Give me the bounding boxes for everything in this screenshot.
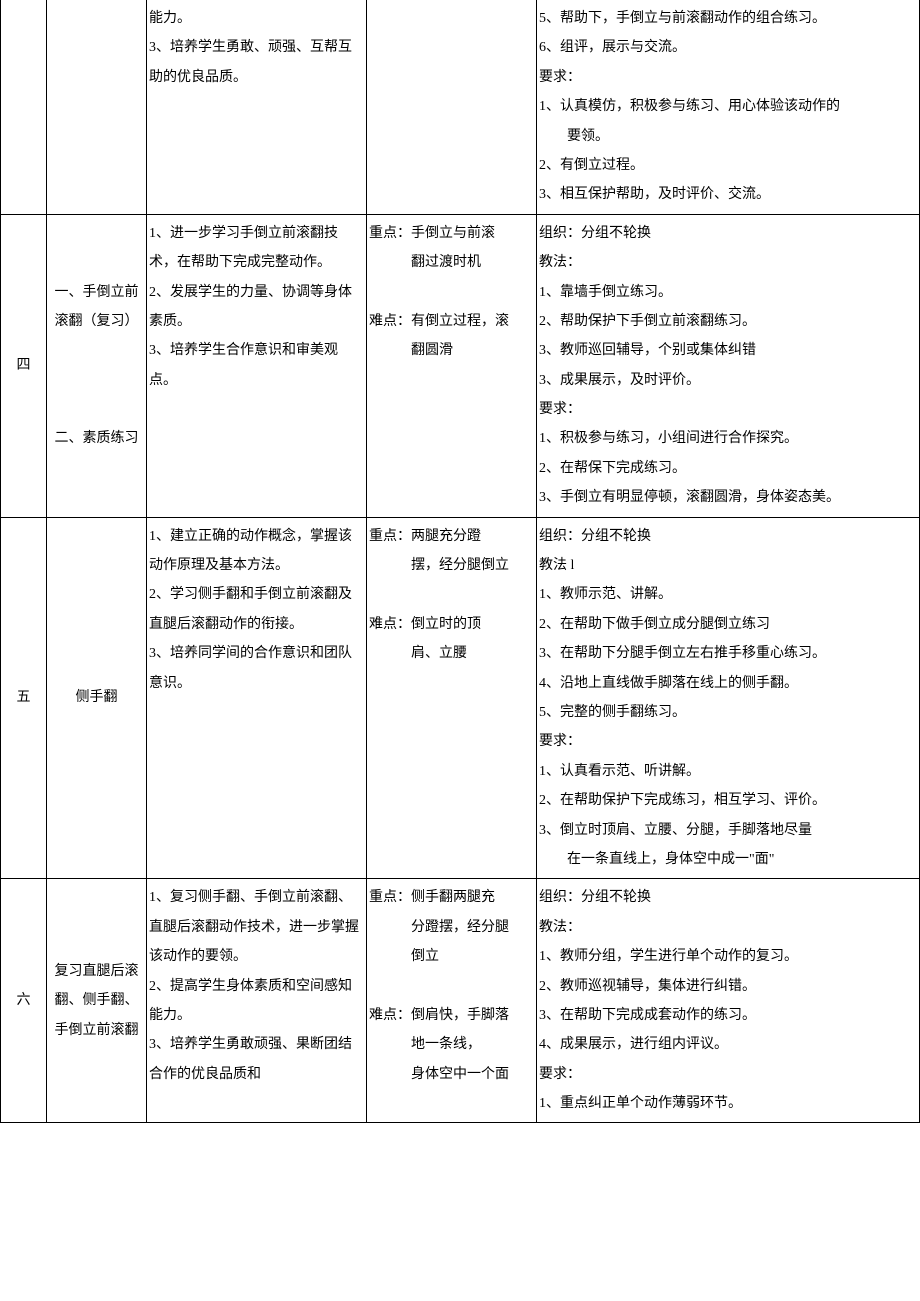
text-line: 3、相互保护帮助，及时评价、交流。 — [539, 180, 917, 209]
lesson-objectives: 1、建立正确的动作概念，掌握该动作原理及基本方法。2、学习侧手翻和手倒立前滚翻及… — [147, 517, 367, 879]
text-line: 身体空中一个面 — [369, 1060, 534, 1089]
text-line: 重点：侧手翻两腿充 — [369, 883, 534, 912]
text-line: 难点：有倒立过程，滚 — [369, 307, 534, 336]
text-line: 2、在帮保下完成练习。 — [539, 454, 917, 483]
text-line: 要求： — [539, 395, 917, 424]
text-line: 重点：两腿充分蹬 — [369, 522, 534, 551]
table-row: 五侧手翻1、建立正确的动作概念，掌握该动作原理及基本方法。2、学习侧手翻和手倒立… — [1, 517, 920, 879]
lesson-plan-table: 能力。3、培养学生勇敢、顽强、互帮互助的优良品质。 5、帮助下，手倒立与前滚翻动… — [0, 0, 920, 1123]
text-line: 2、有倒立过程。 — [539, 151, 917, 180]
key-points: 重点：两腿充分蹬 摆，经分腿倒立 难点：倒立时的顶 肩、立腰 — [367, 517, 537, 879]
text-line: 翻过渡时机 — [369, 248, 534, 277]
text-line: 6、组评，展示与交流。 — [539, 33, 917, 62]
key-points: 重点：手倒立与前滚 翻过渡时机 难点：有倒立过程，滚 翻圆滑 — [367, 214, 537, 517]
text-line — [369, 580, 534, 609]
text-line: 在一条直线上，身体空中成一"面" — [539, 845, 917, 874]
methods-requirements: 组织：分组不轮换教法：1、靠墙手倒立练习。2、帮助保护下手倒立前滚翻练习。3、教… — [537, 214, 920, 517]
text-line: 要求： — [539, 63, 917, 92]
text-line: 5、完整的侧手翻练习。 — [539, 698, 917, 727]
table-row: 六复习直腿后滚翻、侧手翻、手倒立前滚翻1、复习侧手翻、手倒立前滚翻、直腿后滚翻动… — [1, 879, 920, 1123]
text-line: 2、在帮助保护下完成练习，相互学习、评价。 — [539, 786, 917, 815]
text-line: 难点：倒立时的顶 — [369, 610, 534, 639]
text-line: 1、积极参与练习，小组间进行合作探究。 — [539, 424, 917, 453]
text-line: 3、手倒立有明显停顿，滚翻圆滑，身体姿态美。 — [539, 483, 917, 512]
text-line: 组织：分组不轮换 — [539, 219, 917, 248]
methods-requirements: 组织：分组不轮换教法 l1、教师示范、讲解。2、在帮助下做手倒立成分腿倒立练习3… — [537, 517, 920, 879]
text-line: 4、沿地上直线做手脚落在线上的侧手翻。 — [539, 669, 917, 698]
text-line: 能力。 — [149, 4, 364, 33]
text-line: 肩、立腰 — [369, 639, 534, 668]
text-line: 地一条线， — [369, 1030, 534, 1059]
text-line — [369, 278, 534, 307]
text-line — [369, 972, 534, 1001]
text-line: 3、培养学生勇敢顽强、果断团结合作的优良品质和 — [149, 1030, 364, 1089]
text-line: 倒立 — [369, 942, 534, 971]
text-line: 1、教师示范、讲解。 — [539, 580, 917, 609]
text-line: 2、帮助保护下手倒立前滚翻练习。 — [539, 307, 917, 336]
lesson-objectives: 能力。3、培养学生勇敢、顽强、互帮互助的优良品质。 — [147, 0, 367, 214]
text-line: 1、认真看示范、听讲解。 — [539, 757, 917, 786]
text-line: 2、提高学生身体素质和空间感知能力。 — [149, 972, 364, 1031]
lesson-topic: 复习直腿后滚翻、侧手翻、手倒立前滚翻 — [47, 879, 147, 1123]
text-line: 教法： — [539, 248, 917, 277]
text-line: 3、培养同学间的合作意识和团队意识。 — [149, 639, 364, 698]
text-line: 组织：分组不轮换 — [539, 883, 917, 912]
lesson-objectives: 1、复习侧手翻、手倒立前滚翻、直腿后滚翻动作技术，进一步掌握该动作的要领。2、提… — [147, 879, 367, 1123]
table-row: 能力。3、培养学生勇敢、顽强、互帮互助的优良品质。 5、帮助下，手倒立与前滚翻动… — [1, 0, 920, 214]
text-line: 3、培养学生勇敢、顽强、互帮互助的优良品质。 — [149, 33, 364, 92]
text-line: 摆，经分腿倒立 — [369, 551, 534, 580]
text-line: 1、认真模仿，积极参与练习、用心体验该动作的 — [539, 92, 917, 121]
lesson-number — [1, 0, 47, 214]
text-line: 要求： — [539, 727, 917, 756]
text-line: 1、重点纠正单个动作薄弱环节。 — [539, 1089, 917, 1118]
text-line: 分蹬摆，经分腿 — [369, 913, 534, 942]
text-line: 难点：倒肩快，手脚落 — [369, 1001, 534, 1030]
text-line: 教法： — [539, 913, 917, 942]
table-row: 四一、手倒立前滚翻（复习） 二、素质练习1、进一步学习手倒立前滚翻技术，在帮助下… — [1, 214, 920, 517]
lesson-topic: 一、手倒立前滚翻（复习） 二、素质练习 — [47, 214, 147, 517]
lesson-number: 四 — [1, 214, 47, 517]
text-line: 组织：分组不轮换 — [539, 522, 917, 551]
lesson-number: 六 — [1, 879, 47, 1123]
text-line: 3、在帮助下完成成套动作的练习。 — [539, 1001, 917, 1030]
methods-requirements: 5、帮助下，手倒立与前滚翻动作的组合练习。6、组评，展示与交流。要求：1、认真模… — [537, 0, 920, 214]
key-points: 重点：侧手翻两腿充 分蹬摆，经分腿 倒立 难点：倒肩快，手脚落 地一条线， 身体… — [367, 879, 537, 1123]
text-line: 要领。 — [539, 122, 917, 151]
text-line: 重点：手倒立与前滚 — [369, 219, 534, 248]
methods-requirements: 组织：分组不轮换教法：1、教师分组，学生进行单个动作的复习。2、教师巡视辅导，集… — [537, 879, 920, 1123]
text-line: 1、靠墙手倒立练习。 — [539, 278, 917, 307]
text-line: 3、成果展示，及时评价。 — [539, 366, 917, 395]
text-line: 2、发展学生的力量、协调等身体素质。 — [149, 278, 364, 337]
lesson-topic: 侧手翻 — [47, 517, 147, 879]
text-line: 3、教师巡回辅导，个别或集体纠错 — [539, 336, 917, 365]
text-line: 3、培养学生合作意识和审美观点。 — [149, 336, 364, 395]
key-points — [367, 0, 537, 214]
text-line: 1、复习侧手翻、手倒立前滚翻、直腿后滚翻动作技术，进一步掌握该动作的要领。 — [149, 883, 364, 971]
text-line — [369, 4, 534, 33]
text-line: 2、学习侧手翻和手倒立前滚翻及直腿后滚翻动作的衔接。 — [149, 580, 364, 639]
text-line: 5、帮助下，手倒立与前滚翻动作的组合练习。 — [539, 4, 917, 33]
text-line: 翻圆滑 — [369, 336, 534, 365]
text-line: 1、建立正确的动作概念，掌握该动作原理及基本方法。 — [149, 522, 364, 581]
text-line: 4、成果展示，进行组内评议。 — [539, 1030, 917, 1059]
lesson-number: 五 — [1, 517, 47, 879]
text-line: 2、教师巡视辅导，集体进行纠错。 — [539, 972, 917, 1001]
lesson-topic — [47, 0, 147, 214]
text-line: 1、进一步学习手倒立前滚翻技术，在帮助下完成完整动作。 — [149, 219, 364, 278]
text-line: 教法 l — [539, 551, 917, 580]
text-line: 2、在帮助下做手倒立成分腿倒立练习 — [539, 610, 917, 639]
lesson-objectives: 1、进一步学习手倒立前滚翻技术，在帮助下完成完整动作。2、发展学生的力量、协调等… — [147, 214, 367, 517]
text-line: 要求： — [539, 1060, 917, 1089]
text-line: 1、教师分组，学生进行单个动作的复习。 — [539, 942, 917, 971]
text-line: 3、倒立时顶肩、立腰、分腿，手脚落地尽量 — [539, 816, 917, 845]
text-line: 3、在帮助下分腿手倒立左右推手移重心练习。 — [539, 639, 917, 668]
